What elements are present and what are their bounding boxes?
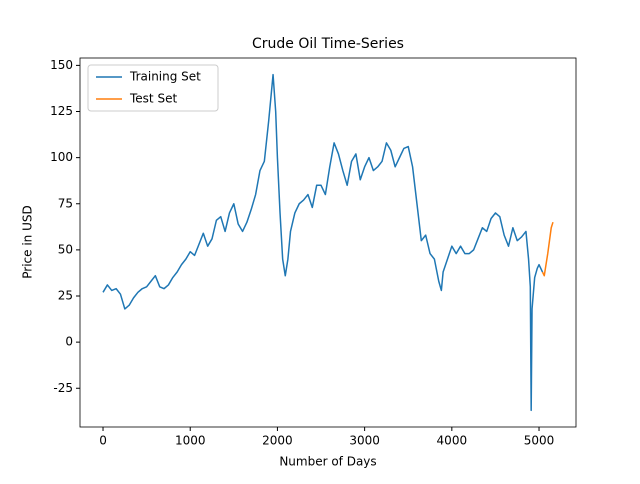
x-tick-label: 4000 [437, 434, 468, 448]
y-tick-label: 25 [58, 289, 73, 303]
y-tick-label: 150 [50, 58, 73, 72]
plot-frame [79, 57, 577, 428]
y-tick-label: 125 [50, 104, 73, 118]
x-tick-label: 1000 [175, 434, 206, 448]
x-tick-label: 5000 [524, 434, 555, 448]
x-tick-label: 3000 [349, 434, 380, 448]
legend-label: Training Set [129, 70, 201, 84]
chart-title: Crude Oil Time-Series [252, 36, 404, 52]
y-tick-label: 0 [65, 335, 73, 349]
y-tick-label: -25 [53, 381, 73, 395]
series-line [541, 221, 554, 277]
legend-label: Test Set [129, 92, 177, 106]
x-tick-label: 2000 [262, 434, 293, 448]
x-tick-label: 0 [99, 434, 107, 448]
series-line [102, 73, 544, 412]
y-tick-label: 100 [50, 150, 73, 164]
y-tick-label: 75 [58, 196, 73, 210]
y-axis-label: Price in USD [21, 205, 35, 278]
y-tick-label: 50 [58, 242, 73, 256]
x-axis-label: Number of Days [279, 455, 376, 469]
